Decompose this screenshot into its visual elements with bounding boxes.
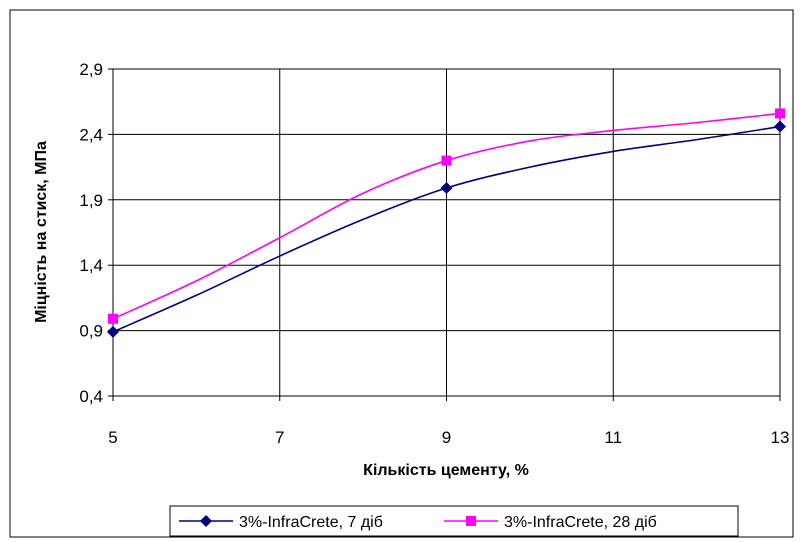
x-tick-label: 7 <box>275 428 284 447</box>
series-1 <box>107 120 786 338</box>
y-tick-label: 0,9 <box>79 322 103 341</box>
series-layer <box>107 108 786 338</box>
legend: 3%-InfraCrete, 7 діб 3%-InfraCrete, 28 д… <box>169 505 739 537</box>
chart-frame <box>9 9 794 538</box>
y-axis-ticks: 0,4 0,9 1,4 1,9 2,4 2,9 <box>79 60 113 406</box>
legend-label-7-days: 3%-InfraCrete, 7 діб <box>239 514 383 531</box>
y-tick-label: 2,4 <box>79 125 103 144</box>
x-tick-label: 9 <box>442 428 451 447</box>
legend-marker-square-icon <box>466 516 476 526</box>
legend-marker-diamond-icon <box>200 515 212 527</box>
x-tick-label: 13 <box>771 428 790 447</box>
data-point <box>441 155 452 166</box>
data-point <box>440 182 453 195</box>
legend-label-28-days: 3%-InfraCrete, 28 діб <box>504 514 657 531</box>
data-point <box>775 108 785 119</box>
y-tick-label: 1,4 <box>79 256 103 275</box>
series-2 <box>108 108 785 324</box>
y-tick-label: 1,9 <box>79 191 103 210</box>
data-point <box>774 120 786 133</box>
x-tick-label: 5 <box>108 428 117 447</box>
x-axis-ticks: 5 7 9 11 13 <box>108 396 789 447</box>
y-axis-title: Міцність на стиск, МПа <box>33 141 50 323</box>
data-point <box>107 325 119 338</box>
x-tick-label: 11 <box>604 428 622 447</box>
x-axis-title: Кількість цементу, % <box>363 462 529 479</box>
data-point <box>108 313 118 324</box>
y-tick-label: 0,4 <box>79 387 103 406</box>
y-tick-label: 2,9 <box>79 60 103 79</box>
